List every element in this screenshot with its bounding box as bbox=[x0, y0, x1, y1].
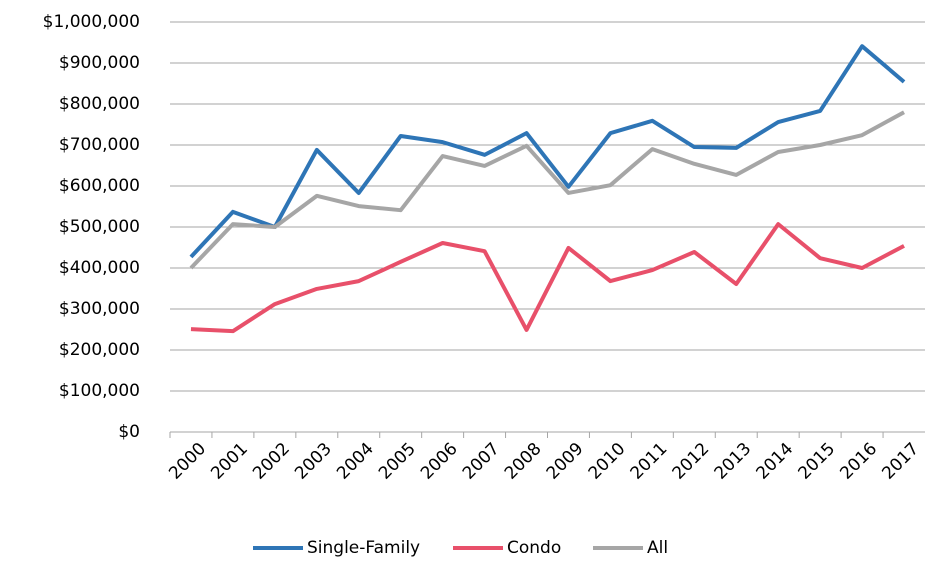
series-line bbox=[190, 222, 905, 334]
x-tick-label: 2009 bbox=[543, 439, 588, 484]
x-tick-label: 2010 bbox=[585, 439, 630, 484]
x-tick-label: 2013 bbox=[711, 439, 756, 484]
y-tick-label: $0 bbox=[118, 422, 140, 442]
x-tick-label: 2008 bbox=[501, 439, 546, 484]
y-tick-label: $200,000 bbox=[59, 340, 140, 360]
series-line bbox=[189, 110, 905, 270]
x-tick-label: 2011 bbox=[627, 439, 672, 484]
legend-label: Condo bbox=[507, 538, 561, 558]
y-tick-label: $900,000 bbox=[59, 53, 140, 73]
x-tick-label: 2001 bbox=[207, 439, 252, 484]
x-tick-label: 2014 bbox=[753, 439, 798, 484]
legend-label: Single-Family bbox=[307, 538, 420, 558]
x-tick-label: 2007 bbox=[459, 439, 504, 484]
x-tick-label: 2000 bbox=[165, 439, 210, 484]
y-tick-label: $500,000 bbox=[59, 217, 140, 237]
legend-label: All bbox=[647, 538, 668, 558]
y-tick-label: $100,000 bbox=[59, 381, 140, 401]
x-tick-label: 2006 bbox=[417, 439, 462, 484]
x-tick-label: 2004 bbox=[333, 439, 378, 484]
series-line bbox=[189, 44, 906, 259]
x-tick-label: 2003 bbox=[291, 439, 336, 484]
y-tick-label: $700,000 bbox=[59, 135, 140, 155]
x-tick-label: 2017 bbox=[878, 439, 923, 484]
y-tick-label: $300,000 bbox=[59, 299, 140, 319]
x-tick-label: 2015 bbox=[794, 439, 839, 484]
x-tick-label: 2002 bbox=[249, 439, 294, 484]
y-tick-label: $800,000 bbox=[59, 94, 140, 114]
x-tick-label: 2012 bbox=[669, 439, 714, 484]
y-tick-label: $400,000 bbox=[59, 258, 140, 278]
y-tick-label: $600,000 bbox=[59, 176, 140, 196]
y-tick-label: $1,000,000 bbox=[43, 12, 140, 32]
x-tick-label: 2016 bbox=[836, 439, 881, 484]
x-tick-label: 2005 bbox=[375, 439, 420, 484]
